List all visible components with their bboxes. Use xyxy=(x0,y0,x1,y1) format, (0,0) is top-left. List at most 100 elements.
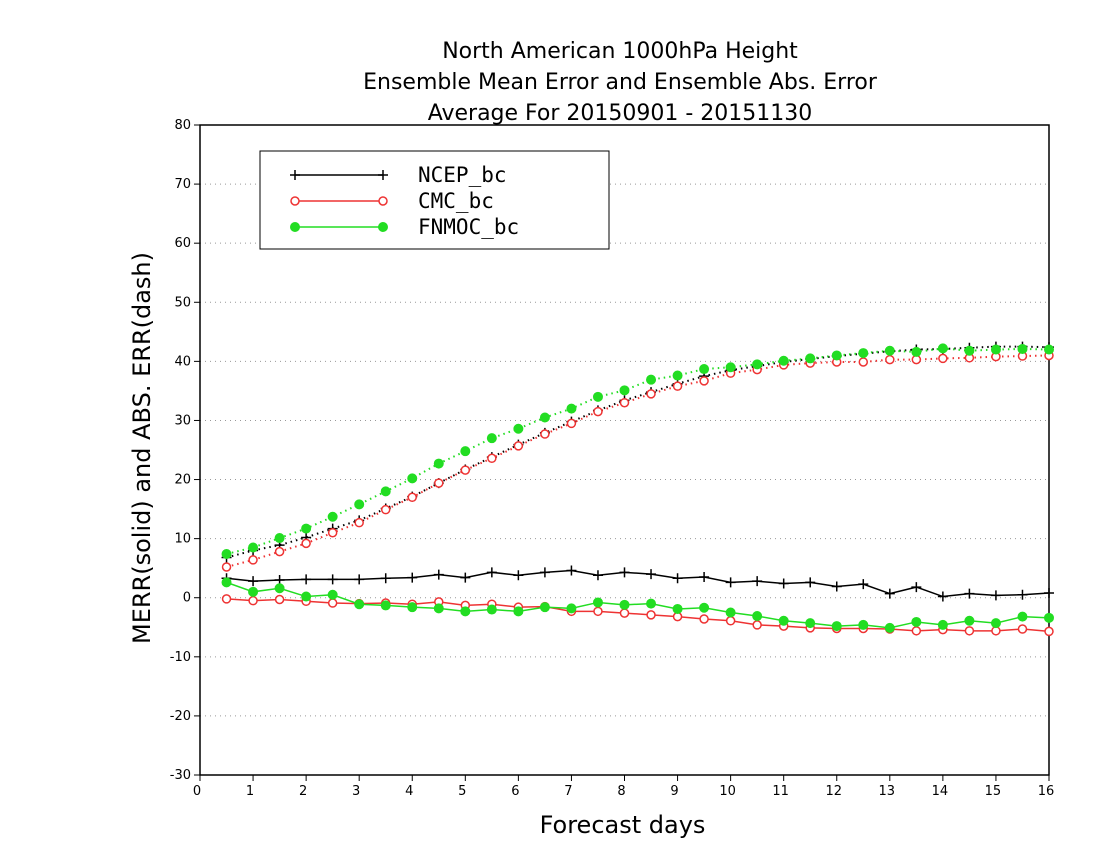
merr-point-CMC_bc xyxy=(725,616,736,626)
merr-point-FNMOC_bc xyxy=(884,622,895,633)
merr-point-NCEP_bc xyxy=(1044,588,1054,598)
abs-err-point-FNMOC_bc xyxy=(592,391,603,402)
merr-point-FNMOC_bc xyxy=(354,599,365,610)
abs-err-line-CMC_bc xyxy=(226,354,1050,568)
merr-point-NCEP_bc xyxy=(937,591,948,602)
abs-err-point-FNMOC_bc xyxy=(566,403,577,414)
y-tick-label: 60 xyxy=(174,236,191,251)
abs-err-point-CMC_bc xyxy=(646,389,656,399)
merr-point-CMC_bc xyxy=(646,610,656,620)
abs-err-point-CMC_bc xyxy=(566,418,577,429)
merr-point-CMC_bc xyxy=(221,594,232,604)
merr-point-CMC_bc xyxy=(964,626,975,636)
abs-err-point-FNMOC_bc xyxy=(990,344,1001,355)
merr-point-FNMOC_bc xyxy=(407,602,418,613)
abs-err-point-CMC_bc xyxy=(248,555,258,565)
merr-point-NCEP_bc xyxy=(301,574,312,585)
merr-point-NCEP_bc xyxy=(884,588,895,599)
merr-point-CMC_bc xyxy=(619,608,630,618)
abs-err-point-FNMOC_bc xyxy=(380,486,391,497)
y-tick-label: 10 xyxy=(174,532,191,547)
merr-point-CMC_bc xyxy=(699,614,709,624)
merr-point-NCEP_bc xyxy=(407,572,418,583)
abs-err-point-FNMOC_bc xyxy=(407,473,418,484)
legend-marker xyxy=(378,170,388,180)
merr-point-NCEP_bc xyxy=(327,574,338,585)
x-axis-label: Forecast days xyxy=(540,811,706,839)
abs-err-point-FNMOC_bc xyxy=(805,353,816,364)
merr-point-FNMOC_bc xyxy=(1017,611,1028,622)
merr-point-CMC_bc xyxy=(248,595,258,606)
merr-point-NCEP_bc xyxy=(566,565,577,576)
abs-err-point-FNMOC_bc xyxy=(539,412,550,423)
merr-point-FNMOC_bc xyxy=(778,615,789,626)
y-tick-label: -10 xyxy=(170,650,191,665)
abs-err-point-FNMOC_bc xyxy=(221,549,232,559)
merr-point-FNMOC_bc xyxy=(539,602,550,613)
abs-err-point-CMC_bc xyxy=(487,453,497,464)
y-tick-label: 50 xyxy=(174,295,191,310)
merr-point-CMC_bc xyxy=(274,594,285,605)
merr-point-FNMOC_bc xyxy=(513,606,524,617)
merr-point-CMC_bc xyxy=(327,598,338,608)
legend-marker xyxy=(378,222,388,232)
merr-point-FNMOC_bc xyxy=(460,606,471,617)
abs-err-point-FNMOC_bc xyxy=(274,533,285,544)
merr-point-FNMOC_bc xyxy=(274,583,285,594)
legend-item-NCEP_bc: NCEP_bc xyxy=(290,163,507,187)
merr-point-FNMOC_bc xyxy=(380,600,391,611)
legend-label: CMC_bc xyxy=(418,189,494,213)
abs-err-point-FNMOC_bc xyxy=(619,385,630,396)
merr-line-FNMOC_bc xyxy=(226,581,1050,629)
merr-point-NCEP_bc xyxy=(990,590,1001,601)
series-CMC_bc xyxy=(221,350,1054,637)
legend-label: FNMOC_bc xyxy=(418,215,519,239)
x-tick-label: 13 xyxy=(879,784,896,799)
merr-point-FNMOC_bc xyxy=(752,611,763,622)
abs-err-point-FNMOC_bc xyxy=(1017,343,1028,354)
merr-point-NCEP_bc xyxy=(858,579,869,590)
merr-point-FNMOC_bc xyxy=(646,598,657,609)
x-tick-label: 11 xyxy=(772,784,789,799)
series-FNMOC_bc xyxy=(221,343,1054,633)
merr-point-FNMOC_bc xyxy=(566,603,577,614)
abs-err-point-FNMOC_bc xyxy=(858,348,869,359)
merr-point-NCEP_bc xyxy=(460,572,471,583)
abs-err-point-FNMOC_bc xyxy=(964,345,975,356)
merr-point-NCEP_bc xyxy=(513,570,524,581)
merr-point-NCEP_bc xyxy=(619,567,630,578)
y-tick-label: 20 xyxy=(174,473,191,488)
x-tick-label: 7 xyxy=(564,784,572,799)
abs-err-point-CMC_bc xyxy=(354,517,364,528)
merr-point-CMC_bc xyxy=(752,620,762,630)
merr-point-NCEP_bc xyxy=(672,573,683,584)
merr-point-NCEP_bc xyxy=(592,570,603,581)
abs-err-point-FNMOC_bc xyxy=(248,542,259,553)
merr-point-NCEP_bc xyxy=(805,577,816,588)
series-NCEP_bc xyxy=(221,341,1054,602)
y-axis-label: MERR(solid) and ABS. ERR(dash) xyxy=(128,252,156,644)
x-tick-label: 10 xyxy=(719,784,736,799)
abs-err-point-FNMOC_bc xyxy=(752,359,763,370)
merr-point-FNMOC_bc xyxy=(831,621,842,632)
abs-err-point-CMC_bc xyxy=(434,478,444,488)
merr-point-CMC_bc xyxy=(1017,624,1028,634)
abs-err-point-CMC_bc xyxy=(513,441,524,451)
merr-point-FNMOC_bc xyxy=(672,603,683,614)
merr-point-NCEP_bc xyxy=(433,569,444,580)
abs-err-point-CMC_bc xyxy=(327,527,338,538)
chart-title-line-2: Ensemble Mean Error and Ensemble Abs. Er… xyxy=(363,70,877,95)
abs-err-point-FNMOC_bc xyxy=(937,343,948,354)
abs-err-point-FNMOC_bc xyxy=(699,364,710,375)
merr-point-FNMOC_bc xyxy=(725,607,736,618)
merr-point-CMC_bc xyxy=(593,606,603,617)
legend-marker xyxy=(378,196,388,206)
merr-point-NCEP_bc xyxy=(486,567,497,578)
merr-point-FNMOC_bc xyxy=(619,599,630,610)
y-tick-label: 70 xyxy=(174,177,191,192)
x-tick-label: 14 xyxy=(932,784,949,799)
x-tick-label: 2 xyxy=(299,784,307,799)
